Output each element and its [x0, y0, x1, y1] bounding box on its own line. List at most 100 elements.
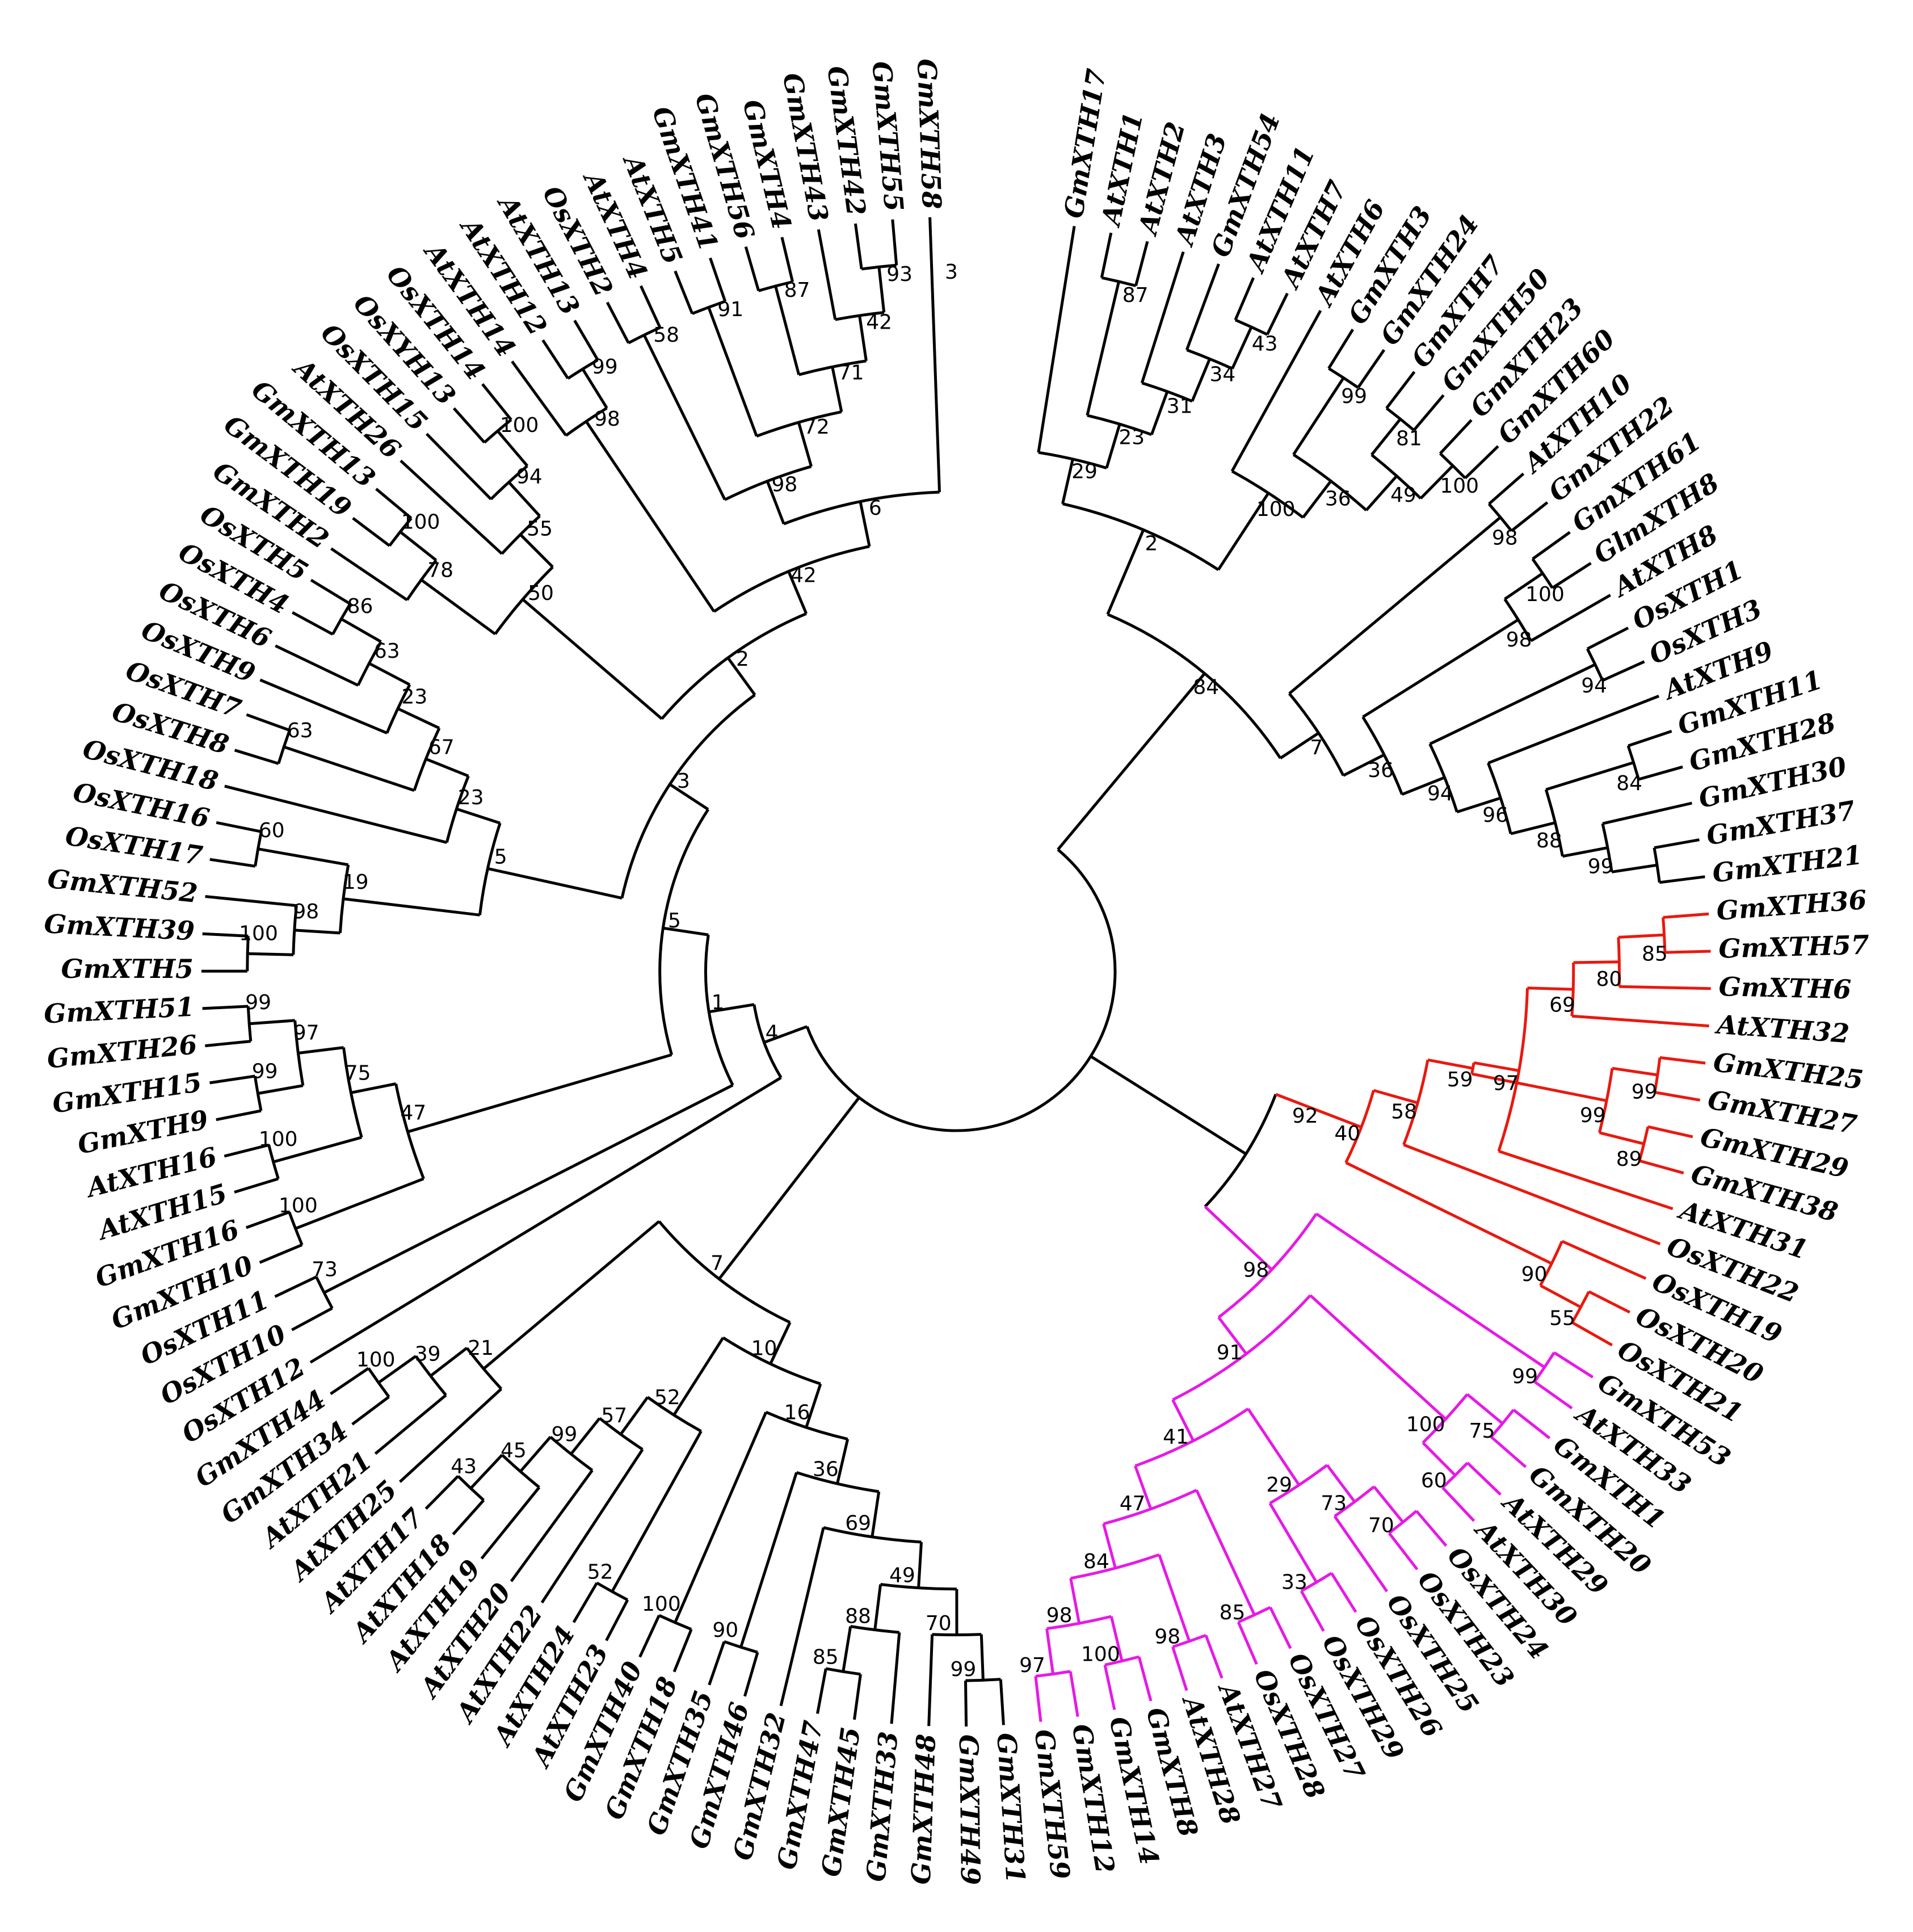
branch-167	[1109, 1616, 1124, 1662]
bootstrap-value: 58	[1391, 1100, 1417, 1123]
branch-110	[1647, 1125, 1693, 1139]
branch-32	[1357, 348, 1386, 389]
branch-57	[1530, 594, 1611, 642]
branch-239	[763, 1025, 808, 1044]
bootstrap-value: 94	[516, 465, 543, 489]
branch-169	[1137, 1656, 1153, 1702]
branch-308	[726, 657, 756, 696]
branch-arc-341	[724, 465, 812, 501]
branch-146	[1415, 1510, 1448, 1547]
bootstrap-value: 23	[458, 786, 484, 809]
branch-256	[350, 1082, 397, 1094]
branch-98	[1664, 950, 1711, 954]
bootstrap-value: 60	[1421, 1469, 1447, 1493]
bootstrap-value: 47	[1120, 1492, 1146, 1515]
branch-63	[1601, 660, 1645, 682]
branch-100	[1571, 1014, 1709, 1028]
bootstrap-value: 99	[252, 1060, 278, 1083]
branch-283	[202, 932, 249, 938]
branch-arc-0	[805, 848, 1117, 1132]
branch-221	[510, 1469, 594, 1582]
branch-8	[1105, 423, 1121, 469]
branch-arc-290	[445, 775, 470, 843]
bootstrap-value: 29	[1266, 1473, 1292, 1497]
branch-55	[1532, 531, 1571, 560]
branch-arc-190	[965, 1678, 1001, 1682]
bootstrap-value: 4	[766, 1021, 779, 1044]
branch-271	[202, 1005, 249, 1010]
branch-19	[1185, 263, 1220, 351]
bootstrap-value: 70	[1368, 1514, 1394, 1537]
branch-248	[663, 926, 709, 936]
branch-222	[519, 1436, 552, 1473]
branch-242	[708, 1003, 755, 1014]
bootstrap-value: 5	[494, 846, 507, 869]
branch-130	[1466, 1393, 1504, 1425]
bootstrap-value: 94	[1581, 674, 1607, 698]
branch-246	[291, 1307, 333, 1332]
branch-112	[1403, 1143, 1661, 1246]
branch-274	[487, 867, 623, 900]
branch-191	[999, 1679, 1005, 1725]
branch-346	[797, 422, 813, 467]
branch-204	[743, 1652, 759, 1697]
branch-58	[1401, 776, 1445, 796]
bootstrap-value: 81	[1396, 427, 1422, 450]
branch-185	[917, 1542, 923, 1588]
leaf-label: GmXTH5	[61, 954, 194, 984]
branch-arc-77	[1653, 847, 1661, 883]
branch-104	[1612, 1066, 1658, 1077]
branch-138	[1171, 1399, 1195, 1442]
bootstrap-value: 47	[400, 1102, 426, 1125]
bootstrap-value: 100	[642, 1593, 681, 1616]
bootstrap-value: 63	[287, 719, 313, 742]
branch-300	[259, 678, 388, 734]
branch-arc-127	[1172, 1294, 1311, 1401]
branch-128	[1309, 1294, 1447, 1421]
bootstrap-value: 90	[1521, 1263, 1548, 1286]
branch-91	[1527, 986, 1574, 991]
branch-arc-4	[1062, 502, 1220, 571]
bootstrap-value: 49	[1390, 484, 1416, 507]
branch-arc-84	[1344, 1090, 1375, 1164]
branch-260	[234, 1177, 279, 1194]
branch-272	[669, 783, 709, 811]
branch-37	[1385, 371, 1416, 409]
branch-93	[1573, 960, 1620, 964]
branch-108	[1599, 1131, 1645, 1145]
branch-278	[294, 929, 340, 935]
branch-179	[805, 1383, 822, 1428]
branch-80	[1090, 1055, 1247, 1156]
branch-124	[1553, 1351, 1594, 1379]
branch-244	[323, 1083, 734, 1294]
bootstrap-value: 85	[1642, 943, 1668, 966]
branch-318	[375, 488, 413, 519]
branch-261	[224, 1143, 270, 1158]
branch-218	[540, 1448, 644, 1604]
branch-147	[1388, 1532, 1419, 1570]
branch-152	[1300, 1590, 1325, 1632]
branch-85	[1373, 1089, 1418, 1104]
branch-173	[1069, 1671, 1079, 1717]
bootstrap-value: 63	[374, 640, 400, 663]
branch-214	[605, 1599, 629, 1641]
branch-224	[480, 1486, 541, 1560]
branch-165	[1069, 1578, 1081, 1624]
branch-254	[259, 1243, 303, 1264]
bootstrap-value: 5	[668, 909, 681, 933]
branch-72	[1638, 765, 1683, 781]
branch-327	[452, 407, 486, 444]
branch-133	[1490, 1435, 1527, 1468]
bootstrap-value: 99	[1341, 385, 1367, 408]
bootstrap-value: 86	[347, 595, 373, 618]
branch-87	[1427, 1058, 1473, 1070]
bootstrap-value: 43	[1252, 332, 1278, 355]
bootstrap-value: 50	[528, 582, 554, 605]
branch-322	[507, 481, 541, 517]
branch-284	[205, 895, 297, 908]
branch-arc-139	[1134, 1408, 1249, 1468]
bootstrap-value: 100	[279, 1194, 318, 1217]
branch-228	[424, 1475, 459, 1510]
branch-arc-326	[483, 418, 512, 444]
